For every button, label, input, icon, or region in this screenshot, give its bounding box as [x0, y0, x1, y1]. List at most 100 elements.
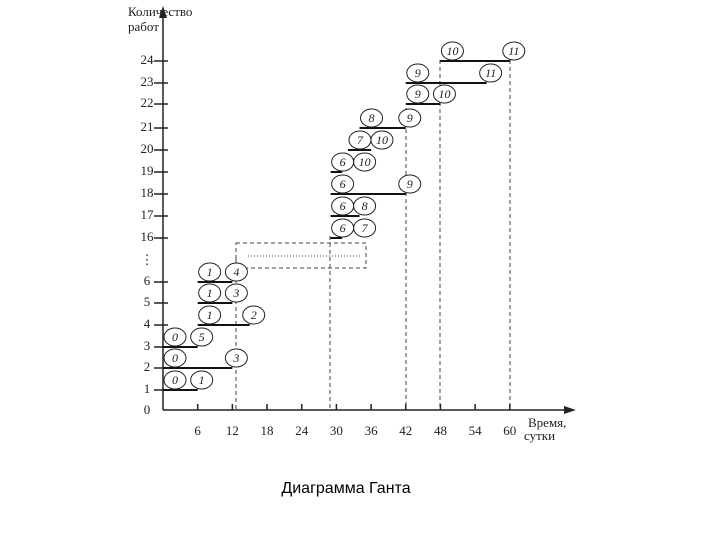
end-event	[370, 130, 394, 150]
end-event-label: 11	[508, 44, 519, 58]
start-event-label: 6	[340, 155, 346, 169]
y-tick-label: 17	[141, 207, 155, 222]
work: 7 10	[347, 130, 394, 151]
x-tick-label: 30	[330, 423, 343, 438]
end-event	[224, 348, 248, 368]
end-event-label: 11	[485, 66, 496, 80]
start-event	[440, 41, 464, 61]
end-event	[190, 370, 214, 390]
end-event	[479, 63, 503, 83]
y-tick-label: 2	[144, 359, 151, 374]
end-event	[224, 262, 248, 282]
end-event-label: 4	[233, 265, 239, 279]
start-event-label: 9	[415, 87, 421, 101]
guide-lines	[235, 60, 511, 410]
y-axis-label: работ	[128, 19, 159, 34]
start-event	[331, 174, 355, 194]
start-event-label: 0	[172, 330, 178, 344]
x-tick-label: 18	[261, 423, 274, 438]
y-ellipsis: ⋮	[141, 252, 154, 267]
y-axis-label: Количество	[128, 4, 192, 19]
start-event-label: 8	[369, 111, 375, 125]
y-axis-arrow	[159, 6, 167, 18]
start-event	[163, 348, 187, 368]
start-event	[406, 63, 430, 83]
end-event	[353, 196, 377, 216]
y-tick-label: 20	[141, 141, 154, 156]
y-tick-label: 21	[141, 119, 154, 134]
work: 10 11	[440, 41, 526, 62]
start-event	[163, 370, 187, 390]
start-event-label: 6	[340, 177, 346, 191]
end-event	[353, 152, 377, 172]
x-tick-label: 36	[365, 423, 379, 438]
y-tick-label: 23	[141, 74, 154, 89]
end-event	[432, 84, 456, 104]
caption: Диаграмма Ганта	[281, 480, 410, 497]
start-event-label: 1	[207, 308, 213, 322]
end-event	[398, 108, 422, 128]
end-event-label: 9	[407, 177, 413, 191]
y-tick-label: 19	[141, 163, 154, 178]
start-event-label: 0	[172, 351, 178, 365]
x-tick-label: 42	[399, 423, 412, 438]
y-tick-label: 3	[144, 338, 151, 353]
start-event	[198, 262, 222, 282]
x-axis-label: Время,	[528, 415, 566, 430]
end-event-label: 7	[362, 221, 369, 235]
end-event-label: 8	[362, 199, 368, 213]
end-event-label: 10	[376, 133, 388, 147]
start-event-label: 1	[207, 265, 213, 279]
start-event-label: 1	[207, 286, 213, 300]
x-axis-label: сутки	[524, 428, 555, 443]
x-tick-label: 24	[295, 423, 309, 438]
start-event	[198, 283, 222, 303]
y-tick-label: 5	[144, 294, 151, 309]
omitted-block	[235, 242, 367, 269]
end-event	[353, 218, 377, 238]
end-event-label: 5	[199, 330, 205, 344]
work: 6 10	[330, 152, 377, 173]
x-tick-label: 54	[469, 423, 483, 438]
x-axis-arrow	[564, 406, 576, 414]
y-tick-label: 4	[144, 316, 151, 331]
y-tick-label: 6	[144, 273, 151, 288]
end-event-label: 10	[438, 87, 450, 101]
y-tick-label: 18	[141, 185, 154, 200]
work: 9 10	[405, 84, 456, 105]
x-tick-label: 48	[434, 423, 447, 438]
start-event	[163, 327, 187, 347]
start-event-label: 10	[446, 44, 458, 58]
x-tick-label: 60	[503, 423, 516, 438]
end-event-label: 1	[199, 373, 205, 387]
origin-label: 0	[144, 402, 151, 417]
work: 9 11	[405, 63, 503, 84]
end-event-label: 10	[359, 155, 371, 169]
start-event	[360, 108, 384, 128]
start-event-label: 9	[415, 66, 421, 80]
end-event-label: 3	[232, 286, 239, 300]
end-event	[502, 41, 526, 61]
end-event	[242, 305, 266, 325]
end-event	[224, 283, 248, 303]
start-event-label: 6	[340, 221, 346, 235]
end-event-label: 2	[251, 308, 257, 322]
y-tick-label: 1	[144, 381, 151, 396]
end-event	[398, 174, 422, 194]
y-tick-label: 24	[141, 52, 155, 67]
end-event	[190, 327, 214, 347]
start-event	[406, 84, 430, 104]
y-tick-label: 22	[141, 95, 154, 110]
x-tick-label: 12	[226, 423, 239, 438]
